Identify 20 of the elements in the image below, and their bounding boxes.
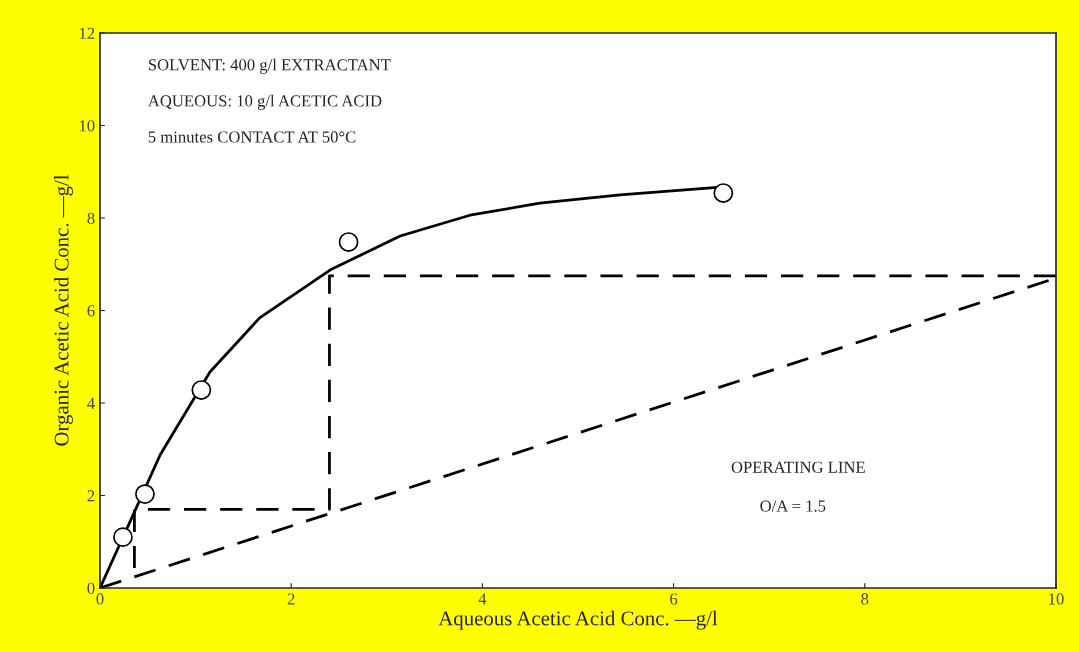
annotation: SOLVENT: 400 g/l EXTRACTANT bbox=[148, 58, 391, 74]
x-axis-title: Aqueous Acetic Acid Conc. —g/l bbox=[438, 610, 718, 630]
y-tick-label: 8 bbox=[87, 212, 95, 224]
y-tick-label: 2 bbox=[87, 490, 95, 502]
x-tick-label: 2 bbox=[287, 593, 295, 605]
y-tick-label: 10 bbox=[79, 120, 95, 132]
y-tick-label: 12 bbox=[79, 27, 95, 39]
x-tick-label: 6 bbox=[670, 593, 678, 605]
annotation: 5 minutes CONTACT AT 50°C bbox=[148, 131, 356, 143]
x-tick-label: 8 bbox=[861, 593, 869, 605]
annotation: O/A = 1.5 bbox=[760, 500, 826, 512]
x-tick-label: 10 bbox=[1049, 593, 1064, 605]
y-tick-label: 0 bbox=[87, 582, 95, 594]
y-tick-label: 4 bbox=[87, 397, 95, 409]
x-tick-label: 4 bbox=[478, 593, 487, 605]
x-tick-label: 0 bbox=[96, 593, 104, 605]
y-tick-label: 6 bbox=[87, 305, 95, 317]
annotation: OPERATING LINE bbox=[731, 461, 865, 473]
y-axis-title: Organic Acetic Acid Conc. —g/l bbox=[53, 174, 73, 446]
annotation: AQUEOUS: 10 g/l ACETIC ACID bbox=[147, 94, 382, 110]
